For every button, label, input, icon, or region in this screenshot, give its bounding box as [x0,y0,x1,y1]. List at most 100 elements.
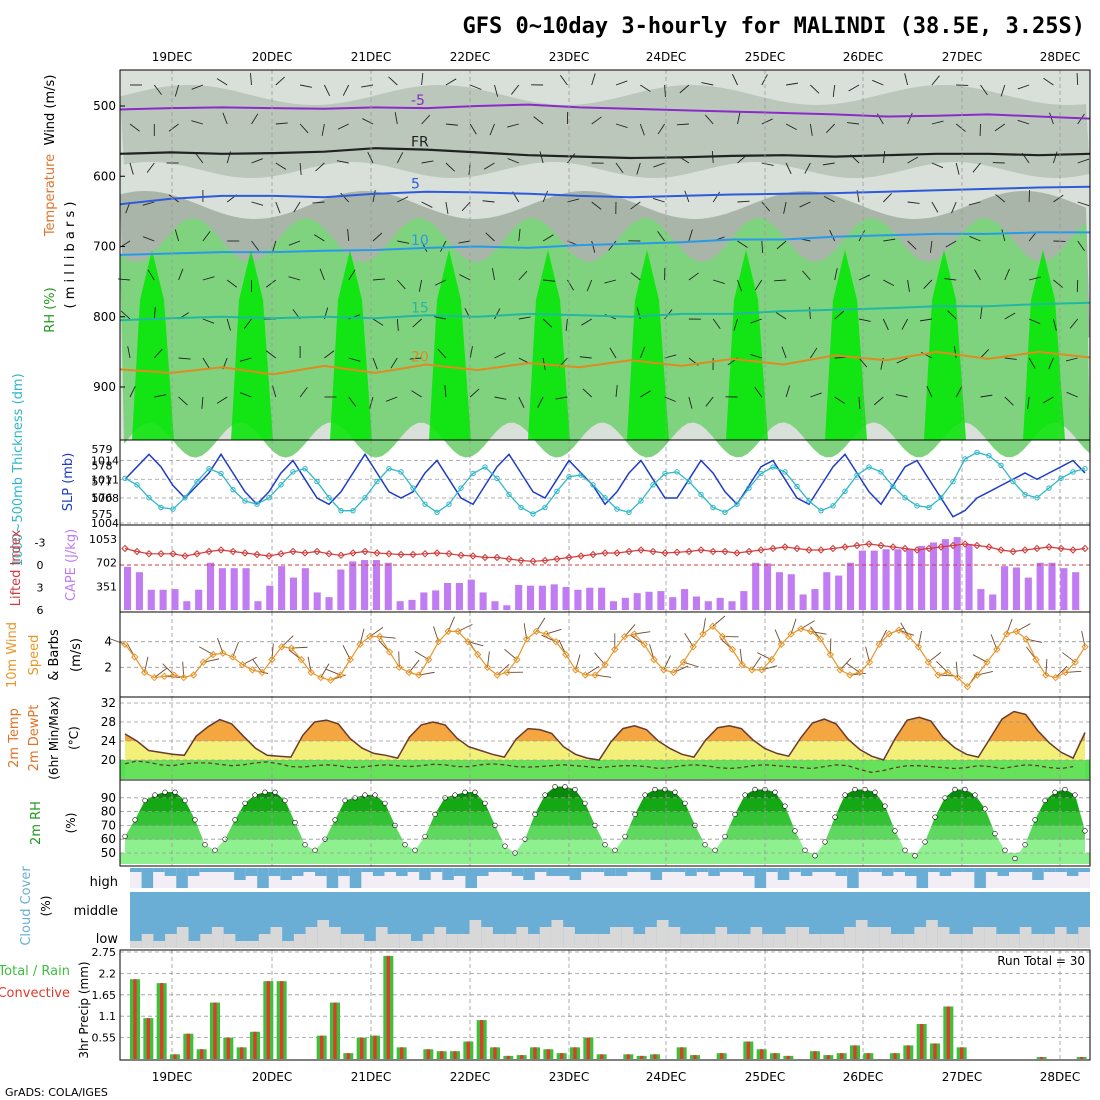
wind-barb [705,396,714,407]
li-point [985,543,993,551]
cape-bar [787,574,795,610]
wind-barb [615,123,628,128]
wind10-point [297,655,306,664]
rh2m-point [132,817,138,823]
temp-tick: 24 [101,734,116,748]
wind-barb [202,357,210,369]
thickness-point [830,503,836,509]
cloud-low-bar [797,927,810,948]
rh2m-tick: 80 [101,805,116,819]
wind10-point [170,671,178,679]
cape-bar [811,589,819,610]
wind-barb [421,73,424,86]
wind10-point [689,643,697,651]
cloud-high-bar [581,868,593,872]
li-point [877,541,885,550]
cloud-high-bar [1043,868,1056,872]
cape-bar [1072,572,1080,610]
wind-barb [907,279,910,292]
wind-barb [299,162,302,175]
wind-barb [421,114,431,125]
cloud-high-bar [627,868,639,872]
thickness-point [326,495,332,501]
precip-convective-bar [866,1053,870,1059]
thickness-point [338,507,344,514]
wind-barb [1077,240,1085,252]
li-line [124,543,1086,562]
thickness-point [206,465,212,472]
slp-tick: 1014 [91,455,119,468]
cloud-low-bar [211,927,224,948]
dewpt-axis-label: 2m DewPt [27,705,42,772]
wind10-point [934,671,942,679]
wind-barb [394,112,398,125]
cloud-high-bar [268,868,281,876]
li-point [637,546,645,554]
wind10-point [542,630,550,638]
rh2m-point [372,792,378,798]
cloud-low-bar [457,934,470,948]
li-point [409,550,417,559]
cloud-high-bar [1009,868,1021,872]
li-point [517,556,525,565]
li-point [241,549,249,557]
cloud-low-bar [563,927,575,948]
wind-barb [591,201,602,210]
wind-barb [907,201,920,204]
wind-barb [372,232,383,242]
wind-barb [804,162,811,174]
li-point [757,546,765,554]
wind-barb [781,346,787,359]
thickness-point [950,478,956,485]
rh-convective-column [231,250,273,440]
wind-barb [737,112,741,125]
thickness-point [782,469,788,475]
precip-convective-bar [893,1053,897,1059]
rh2m-point [612,847,618,853]
wind10-point [307,668,315,677]
thickness-point [818,507,824,514]
wind-barb [761,162,774,166]
li-point [481,553,489,562]
wind-barb [608,240,617,251]
wind-barb [1000,84,1006,97]
thickness-point [914,503,920,509]
wind-barb [142,201,155,206]
cloud-high-bar [442,868,454,880]
cape-bar [906,549,914,610]
li-point [865,540,873,548]
precip-convective-bar [640,1055,644,1059]
wind-barb [191,120,204,125]
rh2m-point [302,842,308,848]
precip-convective-bar [933,1043,937,1059]
rh2m-point [452,792,458,798]
rh2m-point [262,789,268,795]
wind10-point [620,632,629,641]
cloud-low-bar [668,927,681,948]
thickness-point [422,501,428,507]
thickness-point [974,449,980,456]
thickness-point [266,495,272,501]
cape-bar [1060,568,1068,610]
cape-bar [337,569,345,610]
cape-bar [408,599,416,610]
rh2m-point [1052,789,1058,795]
cloud-high-bar [569,868,582,880]
wind-barb [955,162,960,175]
wind-barb [582,388,593,398]
wind10-point [846,671,854,679]
wind-barb [785,385,791,398]
cloud-high-bar [766,868,778,872]
cloud-high-bar [904,868,917,876]
wind-barb [340,192,350,203]
cape-bar [941,539,949,610]
day-label-top: 19DEC [152,50,192,64]
precip-convective-bar [213,1002,217,1059]
cloud-low-bar [914,927,927,948]
li-point [253,550,261,559]
cloud-high-bar [916,868,929,888]
li-point [661,549,669,557]
cloud-high-bar [303,868,316,872]
cloud-high-bar [210,868,223,872]
thickness-point [662,470,668,477]
